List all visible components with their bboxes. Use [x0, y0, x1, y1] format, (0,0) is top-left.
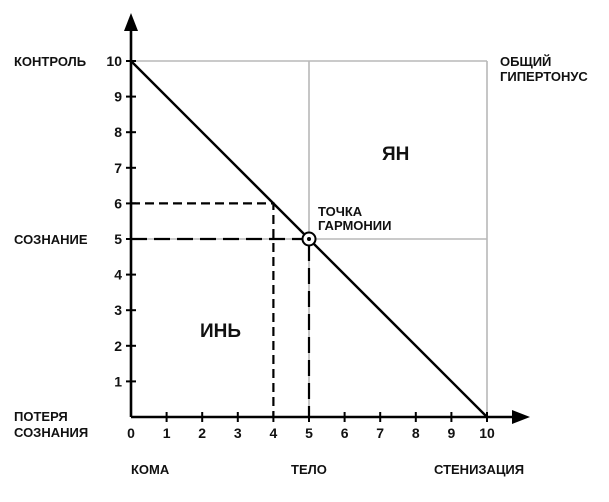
- x-tick-label: 0: [127, 425, 135, 441]
- harmony-label-line1: ТОЧКА: [318, 204, 363, 219]
- y-tick-label: 10: [106, 53, 122, 69]
- x-tick-label: 1: [163, 425, 171, 441]
- harmony-label-line2: ГАРМОНИИ: [318, 218, 391, 233]
- y-tick-label: 4: [114, 267, 122, 283]
- y-tick-label: 3: [114, 302, 122, 318]
- x-tick-label: 2: [198, 425, 206, 441]
- label-loss-line1: ПОТЕРЯ: [14, 409, 68, 424]
- dashed-guide-0: [131, 202, 275, 417]
- label-loss-line2: СОЗНАНИЯ: [14, 425, 88, 440]
- x-tick-label: 5: [305, 425, 313, 441]
- y-tick-label: 7: [114, 160, 122, 176]
- y-tick-label: 8: [114, 124, 122, 140]
- x-axis-arrow: [512, 410, 530, 424]
- dashed-guides: [131, 202, 311, 417]
- label-control: КОНТРОЛЬ: [14, 54, 86, 69]
- x-ticks: 0 1 2 3 4 5 6 7 8 9 10: [127, 412, 495, 441]
- y-tick-label: 6: [114, 195, 122, 211]
- label-hypertonus-line1: ОБЩИЙ: [500, 54, 551, 69]
- y-tick-label: 2: [114, 338, 122, 354]
- label-body: ТЕЛО: [291, 462, 327, 477]
- x-tick-label: 10: [479, 425, 495, 441]
- y-tick-label: 5: [114, 231, 122, 247]
- region-yang: ЯН: [382, 144, 409, 165]
- label-stenization: СТЕНИЗАЦИЯ: [434, 462, 524, 477]
- x-tick-label: 6: [341, 425, 349, 441]
- x-tick-label: 4: [270, 425, 278, 441]
- x-tick-label: 8: [412, 425, 420, 441]
- y-ticks: 1 2 3 4 5 6 7 8 9 10: [106, 53, 136, 389]
- harmony-point-dot: [307, 237, 311, 241]
- label-hypertonus-line2: ГИПЕРТОНУС: [500, 69, 588, 84]
- dashed-guide-1: [131, 237, 311, 417]
- harmony-point-marker: [301, 231, 317, 247]
- y-tick-label: 9: [114, 89, 122, 105]
- x-tick-label: 3: [234, 425, 242, 441]
- y-tick-label: 1: [114, 373, 122, 389]
- region-yin: ИНЬ: [200, 321, 241, 342]
- label-coma: КОМА: [131, 462, 170, 477]
- x-tick-label: 9: [448, 425, 456, 441]
- y-axis-arrow: [124, 13, 138, 31]
- label-consciousness: СОЗНАНИЕ: [14, 232, 88, 247]
- x-tick-label: 7: [376, 425, 384, 441]
